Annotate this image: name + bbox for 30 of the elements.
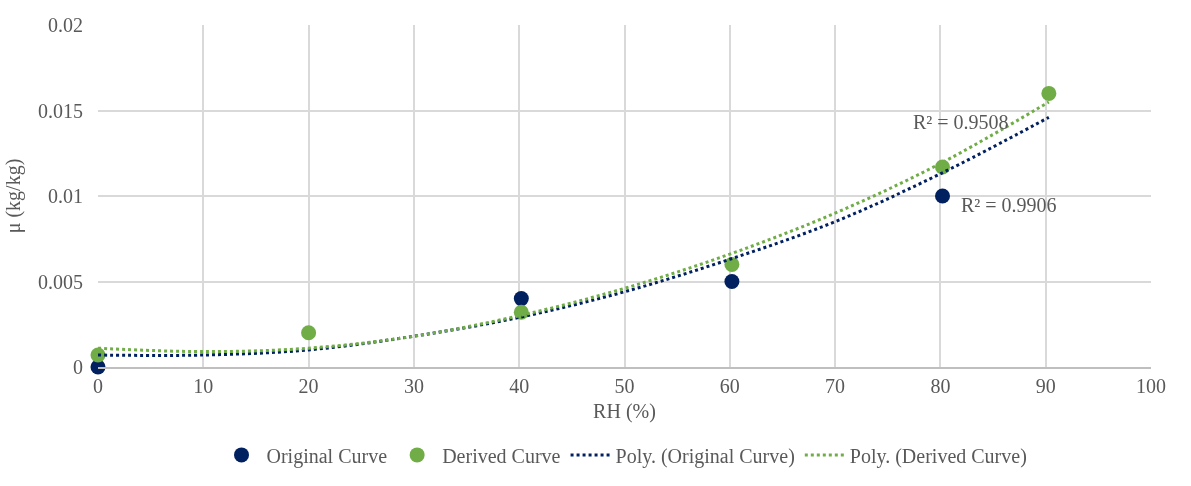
x-tick-label: 100 <box>1136 375 1166 397</box>
y-tick-label: 0 <box>73 356 83 378</box>
y-tick-label: 0.02 <box>48 14 83 36</box>
point <box>513 291 529 307</box>
annotation: R² = 0.9508 <box>913 111 1009 133</box>
y-tick-label: 0.005 <box>38 270 83 293</box>
x-tick-label: 70 <box>825 375 846 397</box>
annotation: R² = 0.9906 <box>961 194 1057 216</box>
point <box>724 274 740 289</box>
x-tick-label: 30 <box>403 375 424 397</box>
x-tick-label: 10 <box>193 375 214 397</box>
legend-label: Original Curve <box>266 444 388 468</box>
y-axis-title: μ (kg/kg) <box>1 158 25 234</box>
y-tick-label: 0.015 <box>38 99 83 122</box>
x-tick-label: 60 <box>719 375 740 397</box>
point <box>301 325 317 341</box>
point <box>935 188 951 204</box>
x-tick-label: 40 <box>509 375 530 397</box>
y-tick-label: 0.01 <box>48 185 83 207</box>
legend-label: Derived Curve <box>442 444 561 467</box>
x-tick-label: 80 <box>930 375 951 397</box>
x-tick-label: 0 <box>93 375 103 397</box>
x-tick-label: 50 <box>614 375 635 397</box>
legend-label: Poly. (Derived Curve) <box>849 444 1027 468</box>
legend-label: Poly. (Original Curve) <box>615 444 795 468</box>
x-axis-title: RH (%) <box>593 400 656 423</box>
x-tick-label: 20 <box>298 375 319 397</box>
point <box>1041 85 1057 101</box>
point <box>724 256 740 272</box>
x-tick-label: 90 <box>1035 375 1056 397</box>
